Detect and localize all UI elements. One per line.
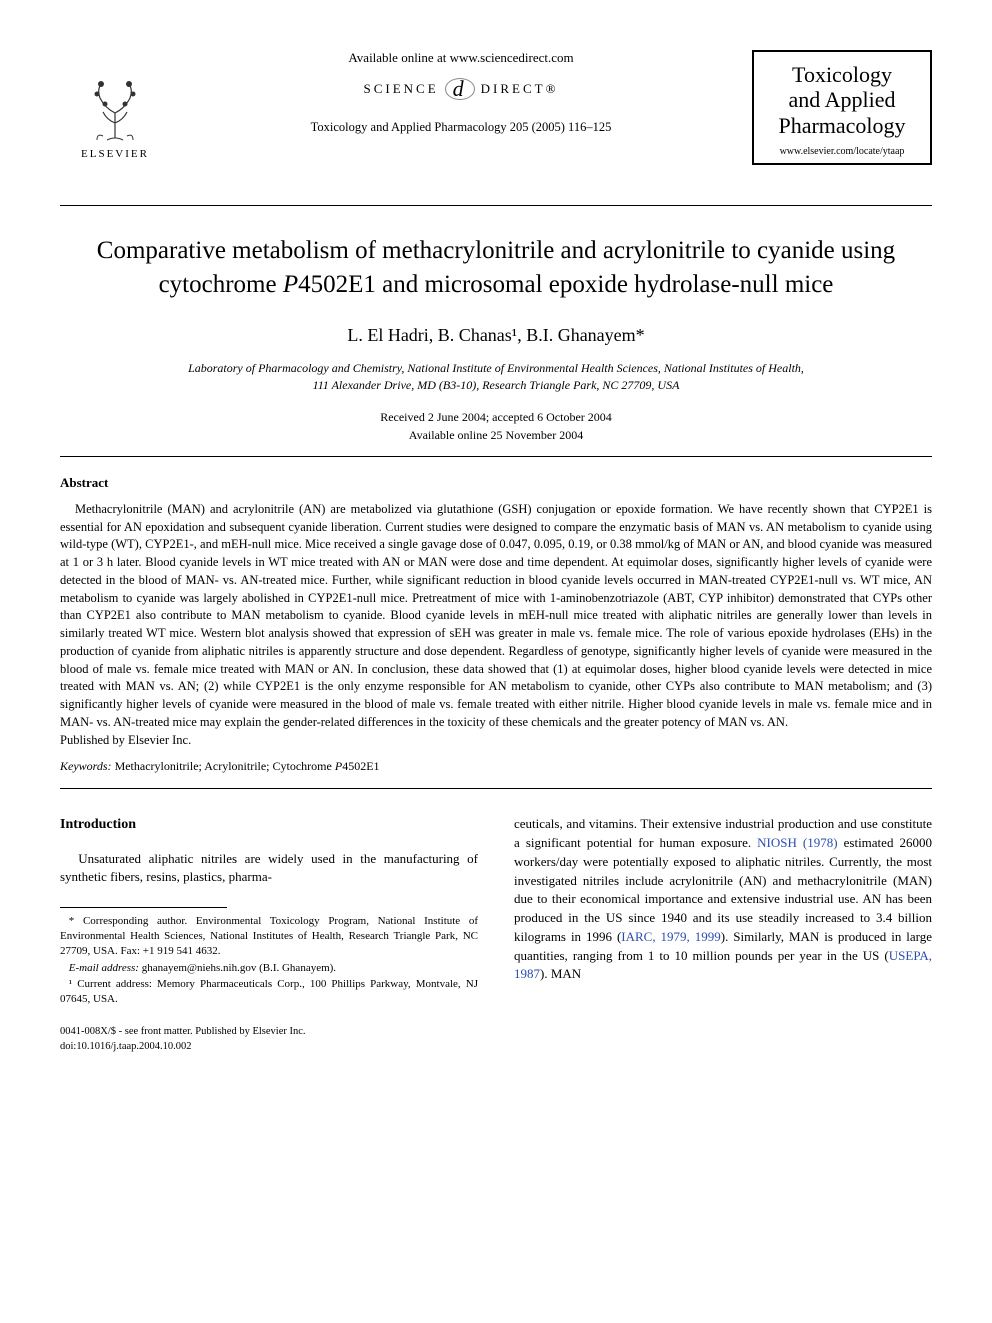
authors: L. El Hadri, B. Chanas¹, B.I. Ghanayem* bbox=[60, 325, 932, 346]
ref-iarc-1979-1999[interactable]: IARC, 1979, 1999 bbox=[621, 929, 720, 944]
two-column-body: Introduction Unsaturated aliphatic nitri… bbox=[60, 815, 932, 1054]
publisher-logo: ELSEVIER bbox=[60, 50, 170, 160]
publisher-name: ELSEVIER bbox=[81, 148, 149, 160]
rule-after-keywords bbox=[60, 788, 932, 789]
dates: Received 2 June 2004; accepted 6 October… bbox=[60, 408, 932, 444]
rule-top bbox=[60, 205, 932, 206]
doi-line: doi:10.1016/j.taap.2004.10.002 bbox=[60, 1041, 192, 1052]
email-value: ghanayem@niehs.nih.gov (B.I. Ghanayem). bbox=[139, 962, 336, 974]
affiliation: Laboratory of Pharmacology and Chemistry… bbox=[60, 360, 932, 394]
sd-right: DIRECT® bbox=[481, 81, 559, 97]
keywords: Keywords: Methacrylonitrile; Acrylonitri… bbox=[60, 759, 932, 774]
ref-niosh-1978[interactable]: NIOSH (1978) bbox=[757, 835, 837, 850]
footnote-1: ¹ Current address: Memory Pharmaceutical… bbox=[60, 977, 478, 1007]
journal-url: www.elsevier.com/locate/ytaap bbox=[768, 146, 916, 157]
rule-before-abstract bbox=[60, 456, 932, 457]
footnote-separator bbox=[60, 907, 227, 908]
rp-d: ). MAN bbox=[540, 966, 581, 981]
left-column: Introduction Unsaturated aliphatic nitri… bbox=[60, 815, 478, 1054]
corresponding-author: * Corresponding author. Environmental To… bbox=[60, 914, 478, 959]
sciencedirect-logo: SCIENCE d DIRECT® bbox=[364, 78, 559, 100]
right-column: ceuticals, and vitamins. Their extensive… bbox=[514, 815, 932, 1054]
sd-left: SCIENCE bbox=[364, 81, 439, 97]
journal-title-line2: and Applied bbox=[789, 87, 896, 112]
footnotes: * Corresponding author. Environmental To… bbox=[60, 914, 478, 1007]
keywords-text: Methacrylonitrile; Acrylonitrile; Cytoch… bbox=[112, 759, 335, 773]
citation-line: Toxicology and Applied Pharmacology 205 … bbox=[190, 120, 732, 135]
email-label: E-mail address: bbox=[69, 962, 139, 974]
bottom-matter: 0041-008X/$ - see front matter. Publishe… bbox=[60, 1025, 478, 1054]
abstract-heading: Abstract bbox=[60, 475, 932, 491]
intro-paragraph-left: Unsaturated aliphatic nitriles are widel… bbox=[60, 850, 478, 887]
abstract-body: Methacrylonitrile (MAN) and acrylonitril… bbox=[60, 501, 932, 750]
article-title: Comparative metabolism of methacrylonitr… bbox=[90, 234, 902, 302]
email-line: E-mail address: ghanayem@niehs.nih.gov (… bbox=[60, 961, 478, 976]
keywords-tail: 4502E1 bbox=[342, 759, 379, 773]
journal-title-line3: Pharmacology bbox=[778, 113, 905, 138]
elsevier-tree-icon bbox=[85, 78, 145, 148]
journal-title: Toxicology and Applied Pharmacology bbox=[768, 62, 916, 138]
rp-b: estimated 26000 workers/day were potenti… bbox=[514, 835, 932, 944]
sd-at-icon: d bbox=[445, 78, 475, 100]
introduction-heading: Introduction bbox=[60, 815, 478, 835]
received-date: Received 2 June 2004; accepted 6 October… bbox=[380, 410, 612, 424]
journal-box: Toxicology and Applied Pharmacology www.… bbox=[752, 50, 932, 165]
abstract-publisher-line: Published by Elsevier Inc. bbox=[60, 732, 932, 750]
header-row: ELSEVIER Available online at www.science… bbox=[60, 50, 932, 165]
intro-paragraph-right: ceuticals, and vitamins. Their extensive… bbox=[514, 815, 932, 983]
header-center: Available online at www.sciencedirect.co… bbox=[170, 50, 752, 135]
available-online-date: Available online 25 November 2004 bbox=[409, 428, 583, 442]
keywords-label: Keywords: bbox=[60, 759, 112, 773]
title-post: 4502E1 and microsomal epoxide hydrolase-… bbox=[298, 271, 833, 298]
affiliation-line2: 111 Alexander Drive, MD (B3-10), Researc… bbox=[313, 378, 680, 392]
title-italic: P bbox=[283, 271, 298, 298]
affiliation-line1: Laboratory of Pharmacology and Chemistry… bbox=[188, 361, 804, 375]
available-online-text: Available online at www.sciencedirect.co… bbox=[190, 50, 732, 66]
front-matter-line: 0041-008X/$ - see front matter. Publishe… bbox=[60, 1026, 306, 1037]
abstract-text: Methacrylonitrile (MAN) and acrylonitril… bbox=[60, 502, 932, 729]
journal-title-line1: Toxicology bbox=[792, 62, 892, 87]
